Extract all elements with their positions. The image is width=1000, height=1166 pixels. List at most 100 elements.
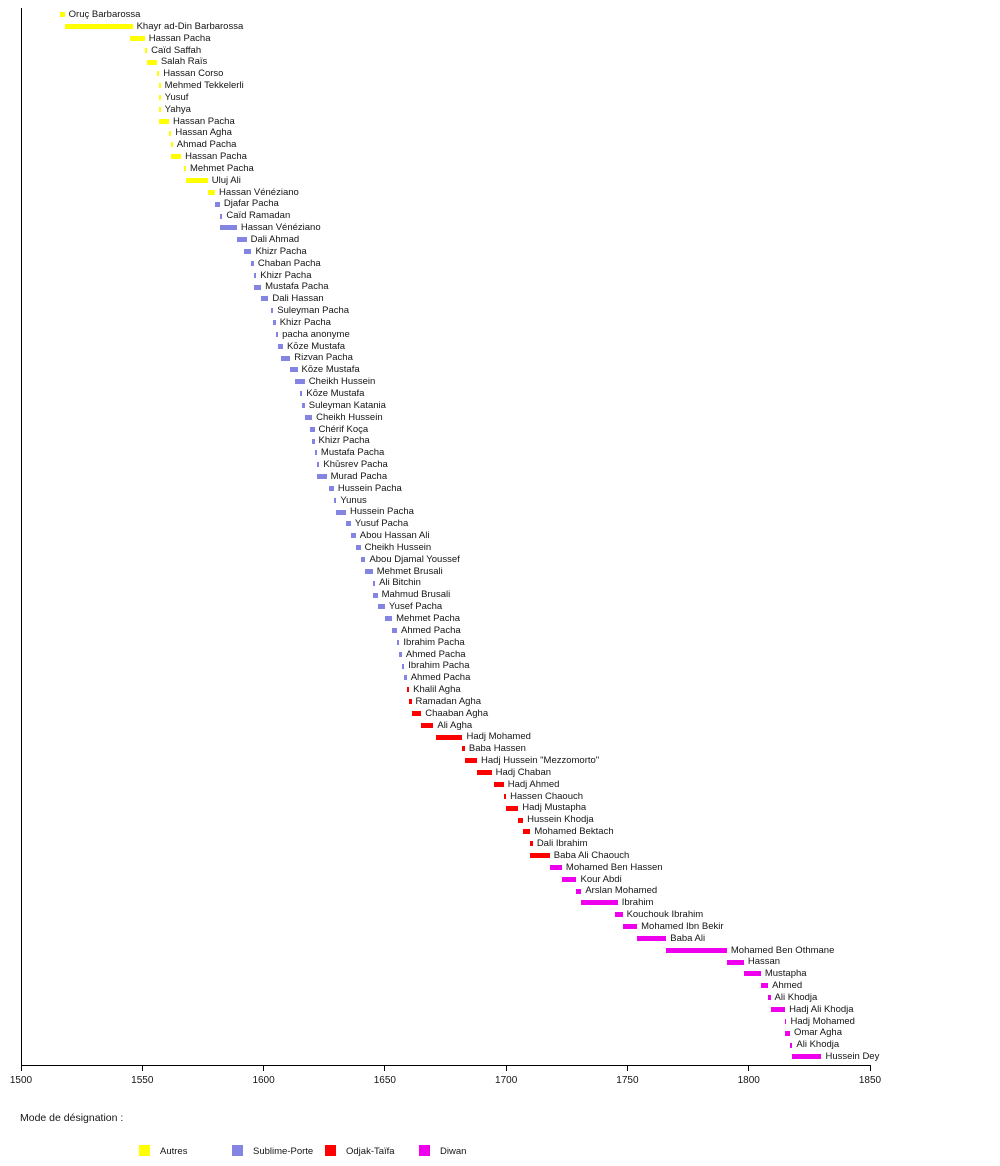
timeline-bar [355,545,361,551]
timeline-bar [401,663,405,669]
bar-label: Baba Ali [670,932,706,944]
bar-label: Suleyman Katania [308,399,386,411]
timeline-bar [219,225,237,231]
bar-label: Hadj Ahmed [507,778,560,790]
bar-label: Abou Hassan Ali [359,530,430,542]
x-axis-tick [384,1065,386,1071]
timeline-bar [622,924,638,930]
timeline-bar [462,746,465,752]
timeline-bar [743,971,761,977]
timeline-bar [346,521,351,527]
timeline-bar [244,249,252,255]
bar-label: Mohamed Ibn Bekir [641,920,724,932]
timeline-bar [59,12,65,18]
bar-label: Hassan [747,956,781,968]
timeline-bar [304,414,313,420]
bar-label: Hassan Agha [175,127,232,139]
bar-label: Khizr Pacha [318,435,370,447]
x-axis-tick [505,1065,507,1071]
bar-label: Ali Khodja [796,1039,840,1051]
x-axis-tick [20,1065,22,1071]
timeline-bar [360,556,366,562]
bar-label: Mohamed Ben Hassen [565,861,663,873]
x-axis-tick-label: 1850 [858,1075,882,1086]
timeline-bar [251,260,254,266]
bar-label: Khalil Agha [413,684,461,696]
bar-label: Chérif Koça [318,423,369,435]
bar-label: Cheikh Hussein [364,541,432,553]
timeline-bar [350,533,356,539]
timeline-bar [411,710,422,716]
timeline-bar [372,580,376,586]
timeline-bar [130,35,145,41]
timeline-bar [156,71,160,77]
bar-label: Rizvan Pacha [294,352,353,364]
bar-label: Khizr Pacha [279,316,331,328]
timeline-bar [273,320,276,326]
timeline-bar [316,462,320,468]
timeline-bar [409,699,412,705]
timeline-bar [435,734,463,740]
bar-label: Murad Pacha [330,470,388,482]
bar-label: Mehmet Pacha [396,612,461,624]
bar-label: Kour Abdi [580,873,622,885]
timeline-bar [236,237,247,243]
bar-label: Ahmed Pacha [405,648,466,660]
bar-label: Dali Ibrahim [536,838,588,849]
legend-swatch [139,1145,150,1156]
bar-label: Mahmud Brusali [381,589,451,601]
bar-label: Hadj Hussein "Mezzomorto" [481,755,600,767]
timeline-bar [785,1030,790,1036]
bar-label: Ramadan Agha [415,695,482,707]
bar-label: Khizr Pacha [255,245,307,257]
legend-swatch [419,1145,430,1156]
timeline-bar [503,793,507,799]
bar-label: Ibrahim [621,897,654,909]
timeline-bar [404,675,407,681]
bar-label: Cheikh Hussein [316,411,383,423]
timeline-bar [215,201,220,207]
timeline-bar [261,296,269,302]
bar-label: Ahmed Pacha [410,672,471,684]
legend-label: Autres [160,1146,188,1157]
bar-label: Abou Djamal Youssef [369,553,460,565]
timeline-bar [329,485,334,491]
bar-label: Ibrahim Pacha [408,660,470,672]
legend-label: Diwan [440,1146,467,1157]
timeline-bar [377,604,385,610]
bar-label: Ahmed Pacha [400,624,461,636]
bar-label: Ali Agha [437,719,473,731]
timeline-bar [530,841,533,847]
y-axis-line [21,8,22,1065]
timeline-bar [278,343,283,349]
timeline-bar [253,272,257,278]
timeline-bar [159,106,161,112]
timeline-bar [760,983,769,989]
legend-swatch [325,1145,336,1156]
bar-label: Hussein Pacha [337,482,402,494]
timeline-bar [207,189,216,195]
timeline-bar [270,308,274,314]
x-axis-line [21,1065,871,1066]
timeline-bar [506,805,519,811]
bar-label: Hadj Ali Khodja [789,1003,854,1015]
bar-label: Hadj Mustapha [522,802,587,814]
x-axis-tick-label: 1800 [737,1075,760,1086]
bar-label: Khayr ad-Din Barbarossa [136,20,244,32]
legend-label: Odjak-Taïfa [346,1146,395,1157]
bar-label: Yusef Pacha [388,601,443,613]
bar-label: Chaaban Agha [425,707,489,719]
timeline-bar [789,1042,793,1048]
timeline-bar [159,118,169,124]
bar-label: Chaban Pacha [257,257,321,269]
x-axis-tick-label: 1700 [495,1075,518,1086]
bar-label: pacha anonyme [282,328,350,340]
bar-label: Caïd Ramadan [226,210,291,222]
bar-label: Oruç Barbarossa [68,9,141,20]
bar-label: Mehmet Pacha [189,162,254,174]
bar-label: Suleyman Pacha [277,305,350,317]
timeline-bar [185,178,208,183]
timeline-bar [726,959,744,965]
bar-label: Hussein Pacha [350,506,414,518]
timeline-bar [219,213,223,219]
